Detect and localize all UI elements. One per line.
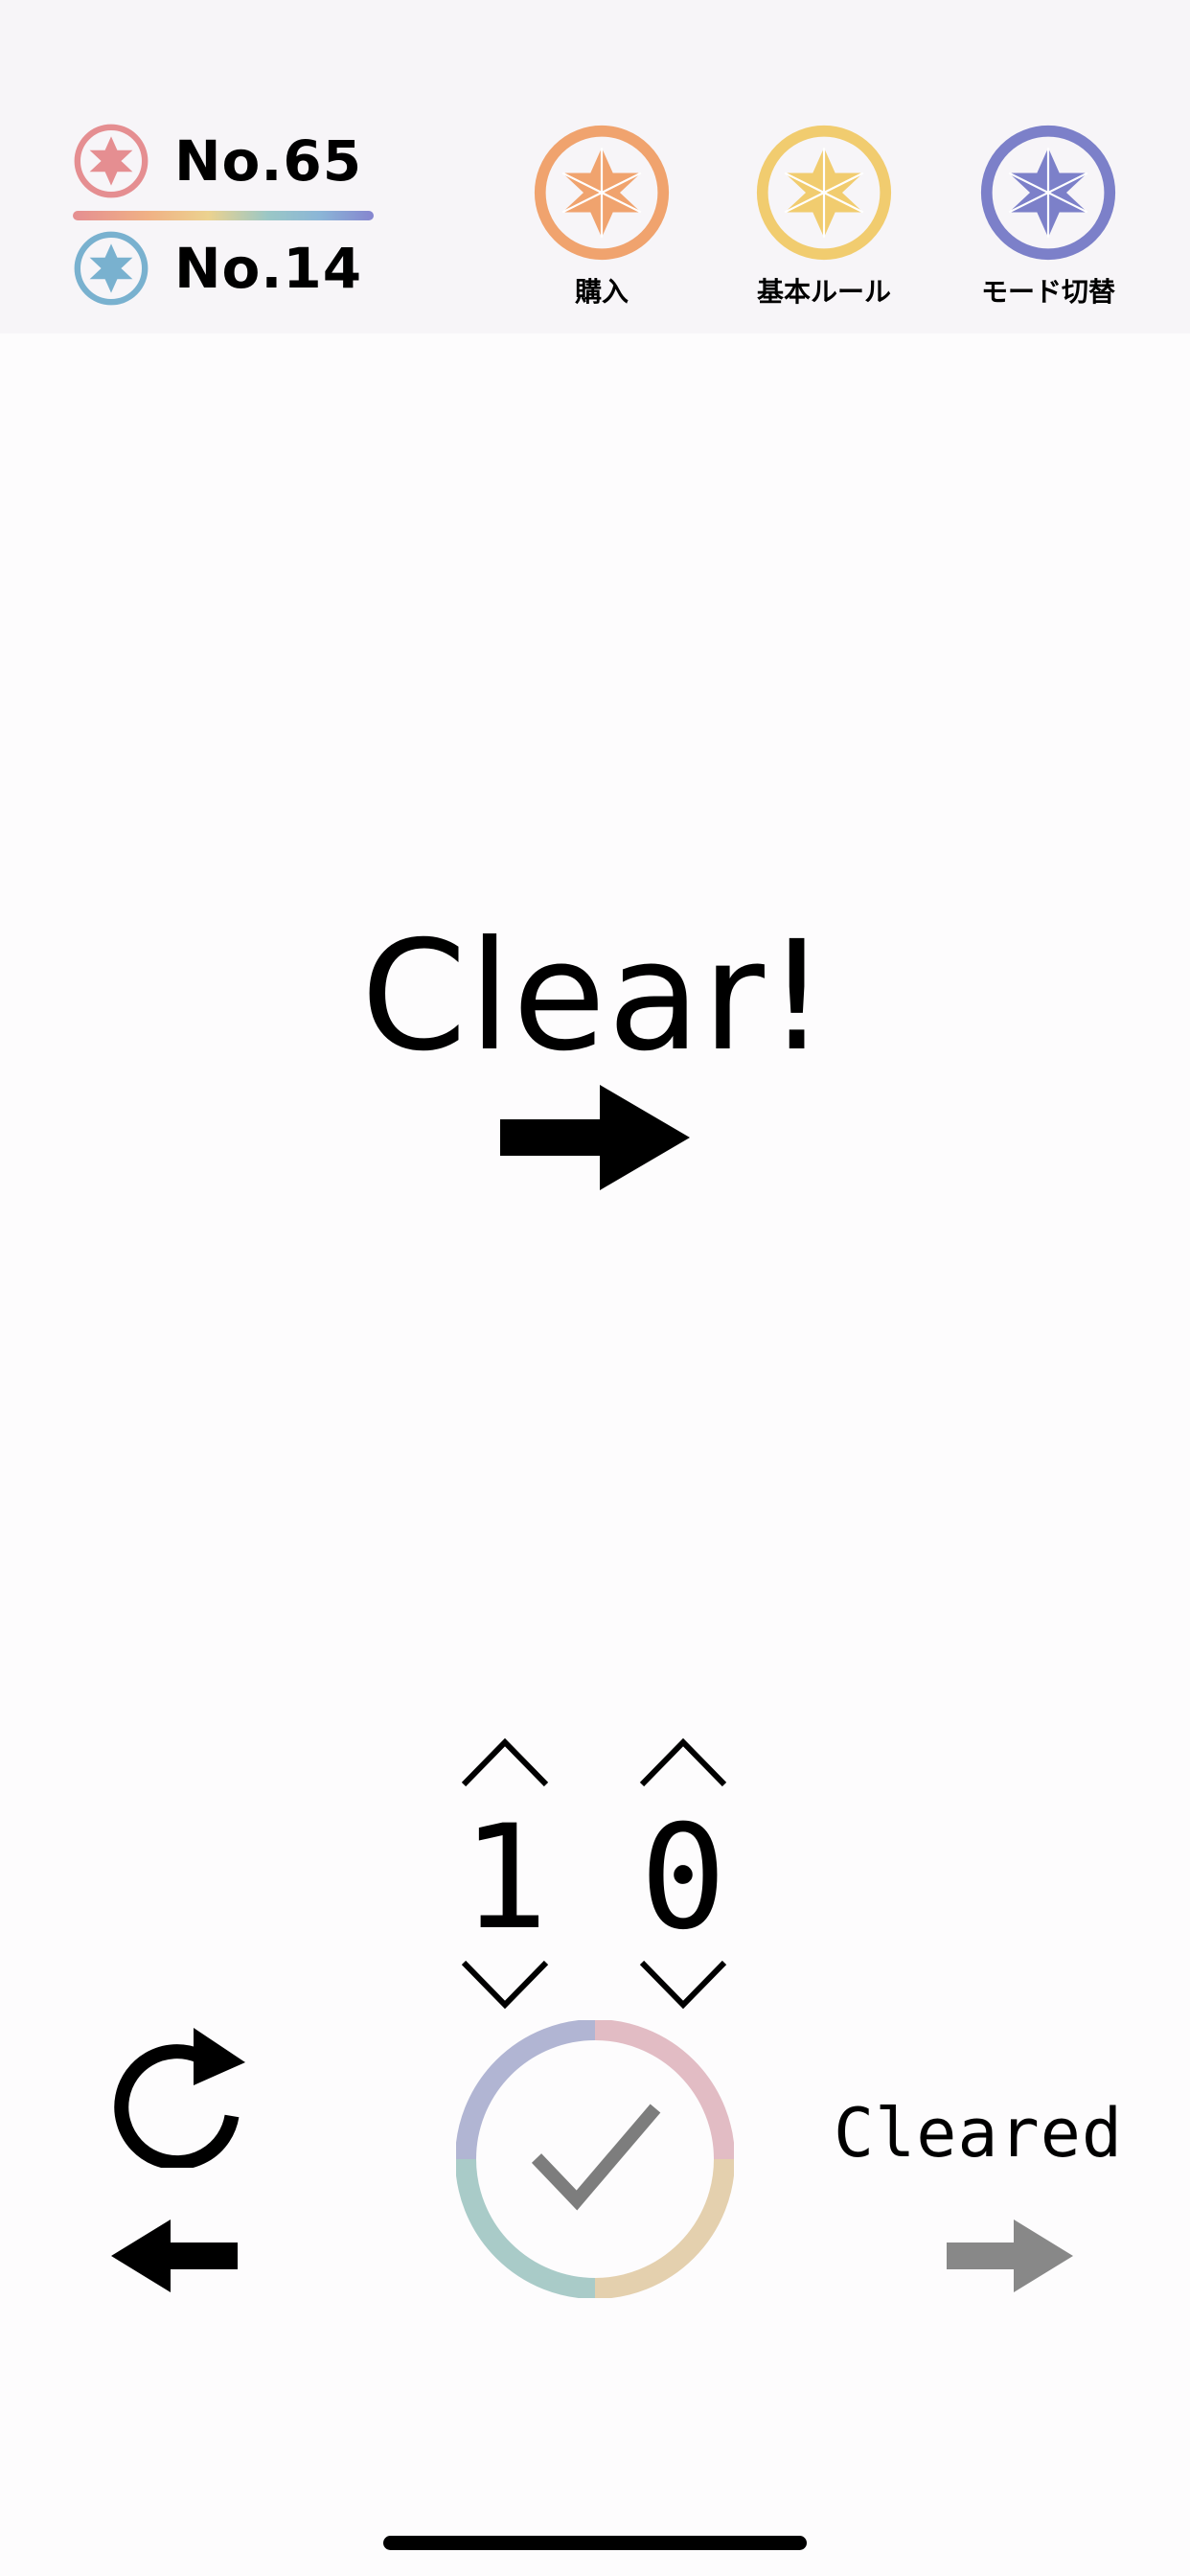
basic-rules-button[interactable]: 基本ルール (738, 123, 910, 309)
chevron-up-icon[interactable] (638, 1736, 728, 1788)
rainbow-divider (73, 211, 374, 220)
level-number-red: No.65 (174, 128, 363, 194)
orange-star-emblem-icon (534, 125, 670, 261)
answer-digit-ones: 0 (639, 1795, 727, 1962)
next-puzzle-arrow-icon[interactable] (500, 1085, 690, 1190)
purchase-button-label: 購入 (574, 276, 629, 308)
mode-switch-button-label: モード切替 (980, 276, 1115, 308)
check-icon (531, 2104, 661, 2211)
basic-rules-button-label: 基本ルール (756, 276, 891, 308)
arrow-right-icon[interactable] (947, 2220, 1073, 2292)
arrow-left-icon[interactable] (111, 2220, 238, 2292)
purchase-button[interactable]: 購入 (515, 123, 688, 309)
chevron-down-icon[interactable] (460, 1959, 550, 2011)
header-bar: No.65 No.14 購入 基本ルール (0, 0, 1190, 334)
level-indicator-red: No.65 (73, 123, 362, 199)
level-number-blue: No.14 (174, 236, 363, 301)
chevron-down-icon[interactable] (638, 1959, 728, 2011)
home-indicator[interactable] (383, 2536, 807, 2550)
yellow-star-emblem-icon (756, 125, 892, 261)
purple-star-emblem-icon (980, 125, 1116, 261)
answer-digit-tens: 1 (461, 1795, 549, 1962)
mode-switch-button[interactable]: モード切替 (962, 123, 1134, 309)
chevron-up-icon[interactable] (460, 1736, 550, 1788)
red-star-emblem-icon (74, 124, 149, 198)
clear-status-text: Clear! (360, 908, 830, 1085)
check-submit-button[interactable] (456, 2020, 734, 2298)
reset-icon[interactable] (105, 2024, 249, 2168)
cleared-status-label: Cleared (834, 2094, 1124, 2173)
blue-star-emblem-icon (74, 231, 149, 306)
level-indicator-blue: No.14 (73, 230, 362, 307)
